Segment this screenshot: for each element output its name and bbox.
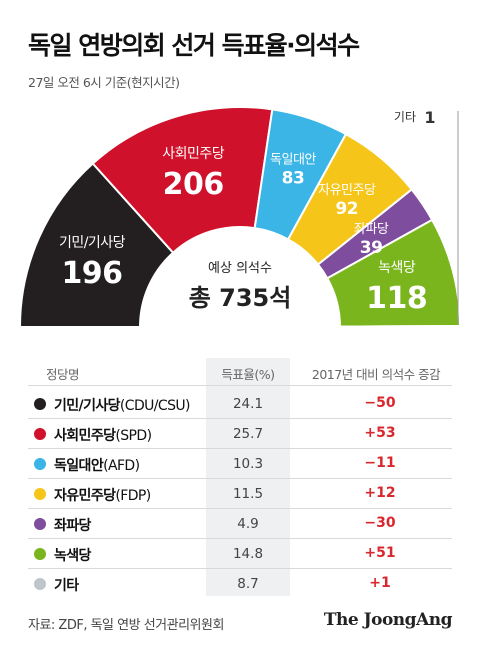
segment-name: 좌파당 <box>354 222 389 237</box>
seat-segment <box>338 325 462 328</box>
segment-name: 기민/기사당 <box>59 235 126 251</box>
party-name: 기타 <box>54 575 79 595</box>
table-row: 사회민주당(SPD) 25.7 +53 <box>28 418 452 450</box>
row-divider <box>28 418 452 419</box>
seat-change: −11 <box>364 455 396 471</box>
party-color-dot <box>34 428 46 440</box>
party-name: 독일대안(AFD) <box>54 455 140 475</box>
segment-value: 83 <box>282 169 305 189</box>
vote-share: 14.8 <box>232 546 264 562</box>
seat-segments <box>18 106 462 328</box>
seat-chart: 기민/기사당196사회민주당206독일대안83자유민주당92좌파당39녹색당11… <box>18 106 462 328</box>
party-name: 자유민주당(FDP) <box>54 485 151 505</box>
header-change: 2017년 대비 의석수 증감 <box>311 367 441 382</box>
party-name-text: 좌파당 <box>54 518 91 534</box>
party-color-dot <box>34 458 46 470</box>
vote-share: 4.9 <box>237 516 259 532</box>
seat-change: +12 <box>364 485 396 501</box>
party-name-text: 기민/기사당 <box>54 398 121 414</box>
table-row: 기타 8.7 +1 <box>28 568 452 600</box>
vote-share: 10.3 <box>232 456 264 472</box>
segment-name: 기타 <box>394 110 416 124</box>
table-row: 독일대안(AFD) 10.3 −11 <box>28 448 452 480</box>
seat-segment <box>91 106 274 255</box>
party-name: 사회민주당(SPD) <box>54 425 152 445</box>
row-divider <box>28 478 452 479</box>
party-color-dot <box>34 398 46 410</box>
party-name-text: 자유민주당 <box>54 488 116 504</box>
seat-labels: 기민/기사당196사회민주당206독일대안83자유민주당92좌파당39녹색당11… <box>59 108 459 324</box>
row-divider <box>28 448 452 449</box>
center-value: 총 735석 <box>189 284 292 312</box>
party-color-dot <box>34 488 46 500</box>
row-divider <box>28 568 452 569</box>
segment-value: 92 <box>335 199 358 219</box>
center-label: 예상 의석수 <box>208 261 272 276</box>
seat-change: +51 <box>364 545 396 561</box>
table-row: 녹색당 14.8 +51 <box>28 538 452 570</box>
table-row: 좌파당 4.9 −30 <box>28 508 452 540</box>
segment-value: 206 <box>163 167 224 202</box>
vote-share: 24.1 <box>232 396 264 412</box>
segment-value: 118 <box>366 281 427 316</box>
party-name: 좌파당 <box>54 515 91 535</box>
party-abbr: (FDP) <box>115 488 151 504</box>
segment-name: 사회민주당 <box>162 146 225 162</box>
party-abbr: (SPD) <box>115 428 152 444</box>
seat-change: −50 <box>364 395 396 411</box>
vote-share: 25.7 <box>232 426 264 442</box>
vote-share: 8.7 <box>237 576 259 592</box>
party-name-text: 독일대안 <box>54 458 104 474</box>
party-color-dot <box>34 518 46 530</box>
party-color-dot <box>34 548 46 560</box>
chart-subtitle: 27일 오전 6시 기준(현지시간) <box>28 75 180 90</box>
row-divider <box>28 508 452 509</box>
party-abbr: (AFD) <box>103 458 140 474</box>
segment-name: 독일대안 <box>270 153 316 168</box>
segment-value: 196 <box>61 256 122 291</box>
header-share: 득표율(%) <box>221 367 275 382</box>
party-abbr: (CDU/CSU) <box>119 398 191 414</box>
segment-name: 자유민주당 <box>318 183 376 198</box>
seat-change: +1 <box>369 575 391 591</box>
header-party: 정당명 <box>46 367 80 382</box>
party-name-text: 녹색당 <box>54 548 91 564</box>
party-name-text: 사회민주당 <box>54 428 116 444</box>
vote-share: 11.5 <box>232 486 264 502</box>
row-divider <box>28 538 452 539</box>
table-row: 기민/기사당(CDU/CSU) 24.1 −50 <box>28 388 452 420</box>
party-name: 녹색당 <box>54 545 91 565</box>
party-name: 기민/기사당(CDU/CSU) <box>54 395 190 415</box>
party-name-text: 기타 <box>54 578 79 594</box>
chart-title: 독일 연방의회 선거 득표율·의석수 <box>28 31 360 60</box>
segment-value: 39 <box>360 238 383 258</box>
brand-logo: The JoongAng <box>323 610 453 630</box>
segment-name: 녹색당 <box>378 260 416 276</box>
share-column-highlight <box>206 358 290 596</box>
seat-change: +53 <box>364 425 396 441</box>
table-row: 자유민주당(FDP) 11.5 +12 <box>28 478 452 510</box>
party-color-dot <box>34 578 46 590</box>
segment-value: 1 <box>424 108 435 127</box>
header-divider <box>28 385 452 386</box>
seat-change: −30 <box>364 515 396 531</box>
source-note: 자료: ZDF, 독일 연방 선거관리위원회 <box>28 618 224 633</box>
